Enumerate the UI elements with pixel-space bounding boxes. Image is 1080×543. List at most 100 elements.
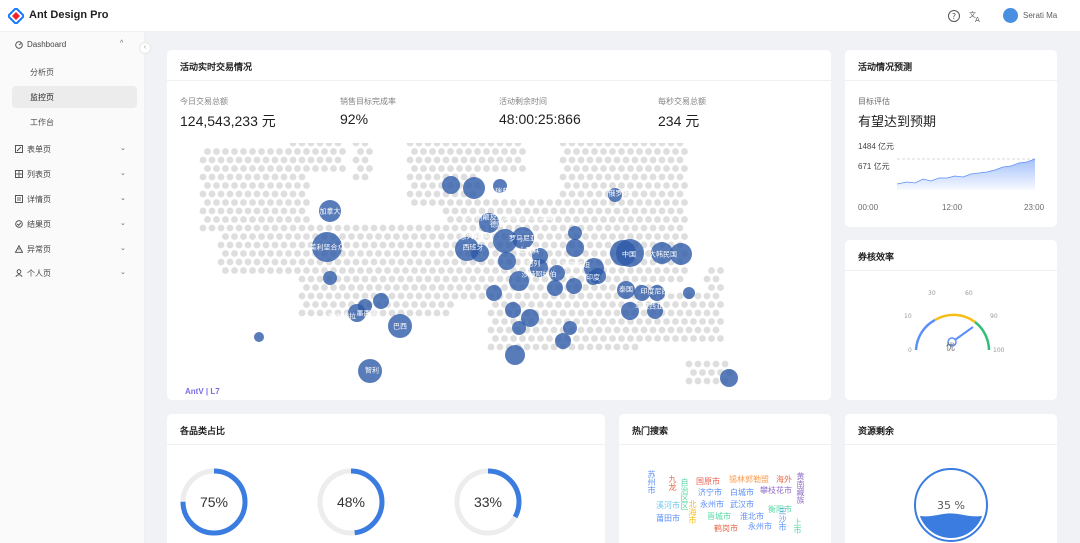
sidebar-item-dashboard[interactable]: Dashboard ^ — [0, 34, 145, 56]
map-dot — [424, 275, 432, 283]
map-dot — [708, 267, 715, 274]
word-cloud-item[interactable]: 国原市 — [696, 477, 720, 486]
map-dot — [429, 199, 436, 206]
map-dot — [420, 284, 427, 291]
word-cloud-item[interactable]: 攀枝花市 — [760, 486, 792, 495]
map-dot — [496, 143, 504, 147]
chevron-down-icon: ⌄ — [120, 245, 126, 252]
map-dot — [559, 241, 567, 249]
word-cloud-item[interactable]: 淮北市 — [740, 512, 764, 521]
word-cloud-item[interactable]: 鹤岗市 — [714, 524, 738, 533]
map-dot — [613, 173, 621, 181]
map-dot — [379, 309, 387, 317]
map-dot — [663, 182, 670, 189]
sidebar-item-profile[interactable]: 详情页 ⌄ — [0, 188, 145, 210]
map-dot — [640, 156, 648, 164]
sidebar-sub-item-monitor[interactable]: 监控页 — [12, 86, 137, 108]
map-dot — [604, 224, 612, 232]
word-cloud-item[interactable]: 黄南藏族 — [796, 472, 805, 504]
map-dot — [555, 199, 562, 206]
word-cloud-item[interactable]: 北海市 — [688, 500, 697, 524]
word-cloud-item[interactable]: 自治区区 — [680, 478, 689, 510]
map-dot — [586, 190, 594, 198]
word-cloud-item[interactable]: 晋城市 — [707, 512, 731, 521]
map-dot — [361, 258, 369, 266]
map-dot — [658, 207, 666, 215]
map-dot — [276, 199, 283, 206]
translate-icon[interactable]: 文 A — [968, 9, 982, 23]
sidebar-item-list[interactable]: 列表页 ⌄ — [0, 163, 145, 185]
map-dot — [447, 199, 454, 206]
word-cloud-item[interactable]: 衡阳市 — [768, 505, 792, 514]
country-bubble — [616, 239, 644, 267]
map-dot — [339, 301, 346, 308]
word-cloud-item[interactable]: 锡林郭勒盟 — [729, 475, 769, 484]
map-dot — [244, 258, 252, 266]
word-cloud-item[interactable]: 三沙市 — [778, 507, 787, 531]
word-cloud-item[interactable]: 济宁市 — [698, 488, 722, 497]
map-dot — [447, 165, 454, 172]
app-title[interactable]: Ant Design Pro — [29, 9, 109, 21]
sidebar-item-result[interactable]: 结果页 ⌄ — [0, 213, 145, 235]
map-dot — [460, 173, 468, 181]
map-dot — [402, 301, 409, 308]
word-cloud-item[interactable]: 莆田市 — [656, 514, 680, 523]
sidebar-sub-item-workplace[interactable]: 工作台 — [30, 118, 54, 127]
map-dot — [595, 173, 603, 181]
map-dot — [388, 258, 396, 266]
word-cloud-item[interactable]: 永州市 — [700, 500, 724, 509]
map-dot — [600, 250, 607, 257]
map-dot — [262, 173, 270, 181]
word-cloud-item[interactable]: 九龙 — [668, 475, 677, 491]
map-dot — [199, 190, 207, 198]
sidebar-item-form[interactable]: 表单页 ⌄ — [0, 138, 145, 160]
map-dot — [640, 309, 648, 317]
map-dot — [253, 258, 261, 266]
map-dot — [285, 165, 292, 172]
word-cloud-item[interactable]: 白城市 — [730, 488, 754, 497]
map-dot — [564, 148, 571, 155]
map-dot — [721, 360, 729, 368]
word-cloud-item[interactable]: 海外 — [776, 475, 792, 484]
sidebar-item-account[interactable]: 个人页 ⌄ — [0, 262, 145, 284]
map-dot — [379, 258, 387, 266]
word-cloud-item[interactable]: 武汉市 — [730, 500, 754, 509]
country-bubble — [549, 265, 565, 281]
map-dot — [280, 207, 288, 215]
map-dot — [717, 284, 724, 291]
stat-value-remaining: 48:00:25:866 — [499, 111, 581, 127]
map-dot — [541, 275, 549, 283]
map-dot — [217, 241, 225, 249]
map-dot — [289, 224, 297, 232]
country-bubble — [608, 188, 622, 202]
word-cloud-item[interactable]: 永州市 — [748, 522, 772, 531]
map-dot — [523, 258, 531, 266]
word-cloud-item[interactable]: 上市 — [793, 518, 802, 534]
map-dot — [307, 224, 315, 232]
map-dot — [618, 318, 625, 325]
stat-value-per-second: 234 元 — [658, 113, 700, 129]
map-dot — [487, 258, 495, 266]
logo-icon[interactable] — [8, 8, 24, 24]
word-cloud-item[interactable]: 溪河市 — [656, 501, 680, 510]
map-dot — [361, 292, 369, 300]
map-dot — [204, 216, 211, 223]
map-dot — [240, 216, 247, 223]
map-dot — [600, 284, 607, 291]
map-dot — [433, 292, 441, 300]
collapse-sidebar-button[interactable]: ‹ — [139, 42, 151, 54]
map-dot — [582, 301, 589, 308]
map-dot — [213, 165, 220, 172]
avatar[interactable] — [1003, 8, 1018, 23]
sidebar-sub-item-analysis[interactable]: 分析页 — [30, 68, 54, 77]
category-rings: 75% 48% 33% — [180, 468, 522, 536]
question-icon[interactable]: ? — [947, 9, 961, 23]
map-dot — [559, 309, 567, 317]
user-name[interactable]: Serati Ma — [1023, 11, 1058, 20]
word-cloud-item[interactable]: 苏州市 — [647, 470, 656, 494]
map-dot — [406, 258, 414, 266]
map-dot — [654, 165, 661, 172]
map-dot — [280, 190, 288, 198]
sidebar-item-exception[interactable]: 异常页 ⌄ — [0, 238, 145, 260]
